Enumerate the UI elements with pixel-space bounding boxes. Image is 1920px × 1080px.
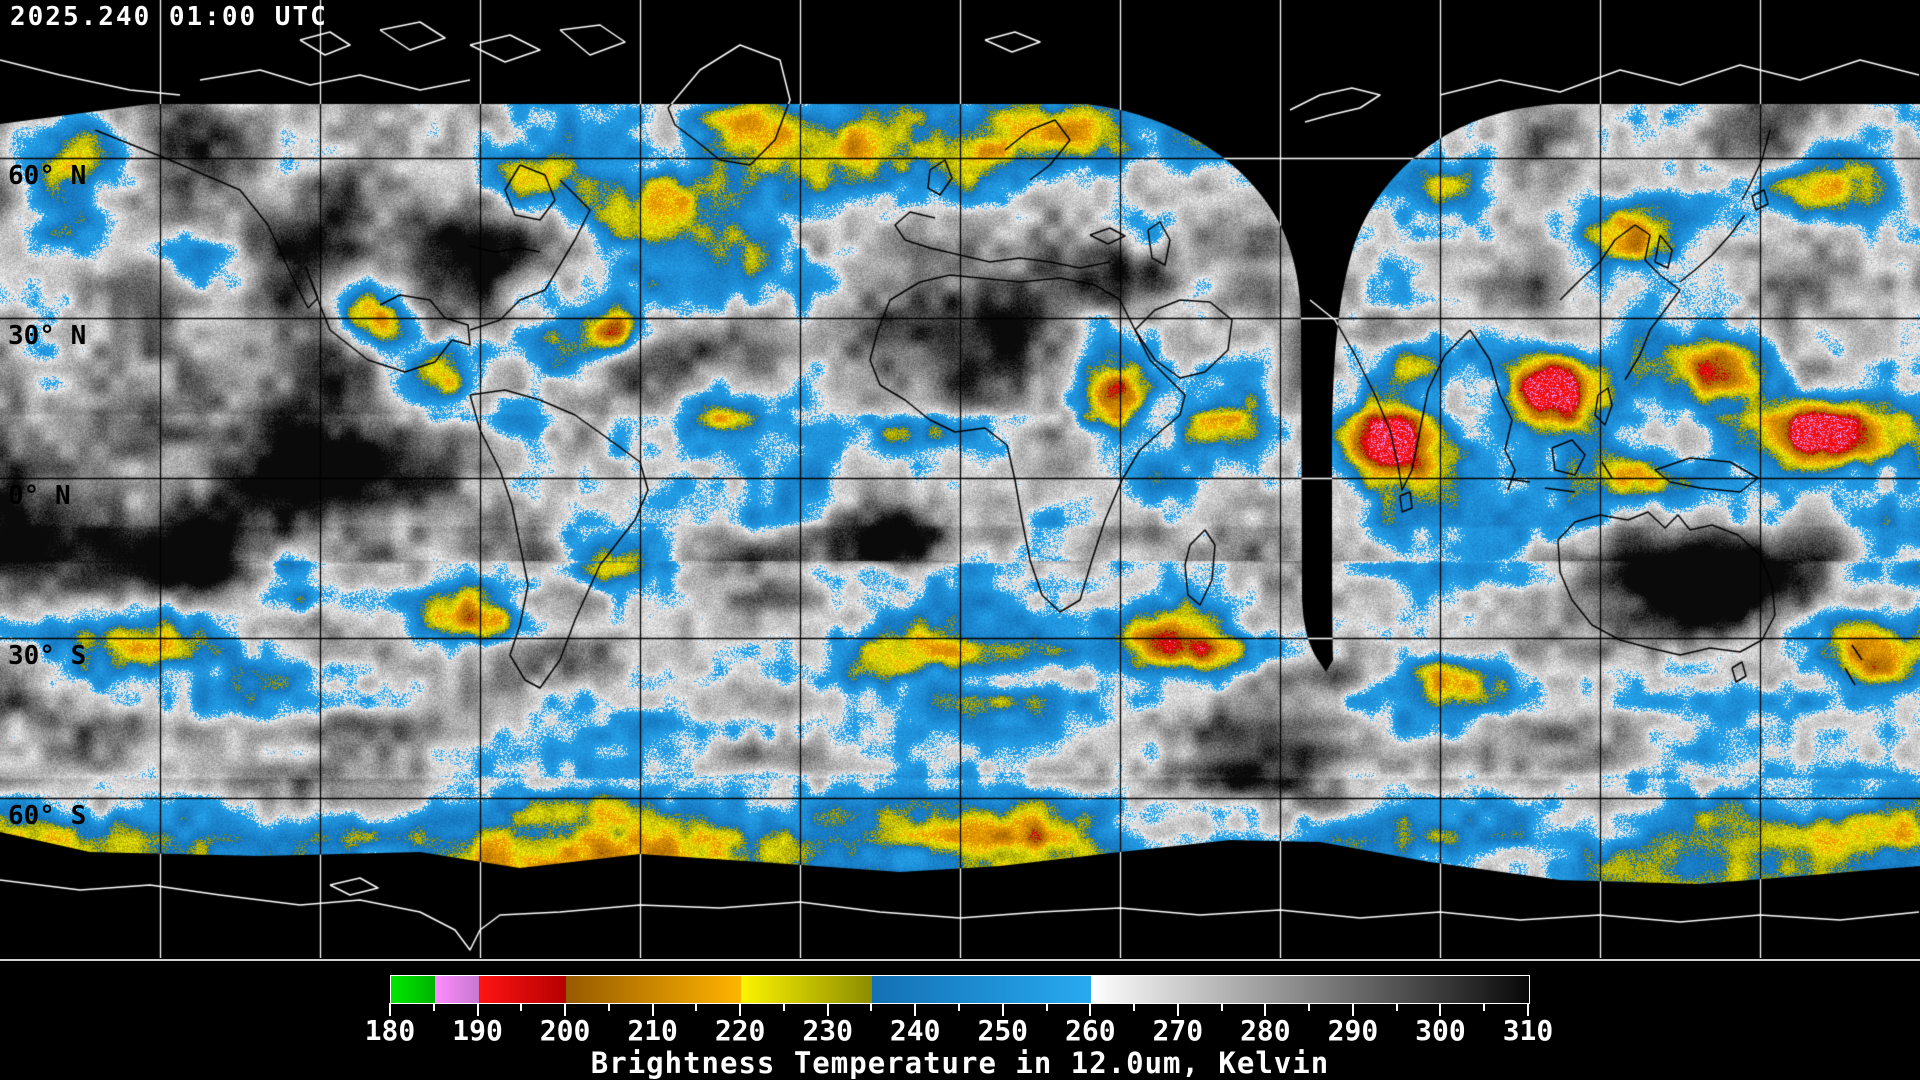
colorbar-minor-tick	[958, 1003, 960, 1011]
colorbar-segment-yellow	[741, 976, 873, 1003]
colorbar-tick-label: 220	[714, 1014, 766, 1047]
satellite-imagery-canvas	[0, 0, 1920, 958]
colorbar-tick-label: 230	[802, 1014, 853, 1047]
colorbar-tick-label: 190	[452, 1014, 503, 1047]
colorbar-caption: Brightness Temperature in 12.0um, Kelvin	[590, 1046, 1330, 1080]
colorbar-major-tick	[1001, 1003, 1004, 1016]
colorbar-major-tick	[739, 1003, 742, 1016]
colorbar-minor-tick	[870, 1003, 873, 1011]
colorbar-tick-label: 270	[1152, 1014, 1204, 1047]
colorbar-tick-label: 210	[627, 1014, 678, 1047]
map-bottom-border	[0, 959, 1920, 961]
colorbar-minor-tick	[1045, 1003, 1048, 1011]
colorbar-segment-orange	[566, 976, 742, 1003]
colorbar-minor-tick	[1133, 1003, 1136, 1011]
colorbar-minor-tick	[432, 1003, 435, 1011]
colorbar-tick-label: 310	[1502, 1014, 1554, 1047]
colorbar-major-tick	[1089, 1003, 1092, 1016]
colorbar-segment-blue	[872, 976, 1092, 1003]
colorbar-major-tick	[1439, 1003, 1442, 1016]
colorbar-major-tick	[389, 1003, 391, 1016]
colorbar-segment-red	[478, 976, 567, 1003]
colorbar-tick-label: 250	[977, 1014, 1029, 1047]
colorbar-tick-label: 290	[1327, 1014, 1379, 1047]
colorbar-major-tick	[476, 1003, 479, 1016]
colorbar	[390, 975, 1530, 1004]
colorbar-minor-tick	[1483, 1003, 1486, 1011]
colorbar-minor-tick	[695, 1003, 698, 1011]
latitude-label: 60° N	[8, 161, 87, 191]
colorbar-major-tick	[564, 1003, 567, 1016]
colorbar-tick-label: 260	[1065, 1014, 1116, 1047]
colorbar-major-tick	[1176, 1003, 1179, 1016]
colorbar-segment-grayscale	[1091, 976, 1529, 1003]
colorbar-major-tick	[1527, 1003, 1529, 1016]
latitude-label: 60° S	[8, 801, 87, 831]
colorbar-tick-label: 200	[539, 1014, 591, 1047]
latitude-label: 30° N	[8, 321, 87, 351]
colorbar-tick-label: 180	[364, 1014, 416, 1047]
timestamp-label: 2025.240 01:00 UTC	[10, 2, 328, 32]
colorbar-minor-tick	[1220, 1003, 1223, 1011]
colorbar-minor-tick	[607, 1003, 610, 1011]
colorbar-major-tick	[1264, 1003, 1267, 1016]
latitude-label: 0° N	[8, 481, 71, 511]
colorbar-tick-label: 300	[1415, 1014, 1466, 1047]
colorbar-major-tick	[914, 1003, 917, 1016]
colorbar-major-tick	[826, 1003, 829, 1016]
colorbar-minor-tick	[1395, 1003, 1398, 1011]
colorbar-minor-tick	[1308, 1003, 1311, 1011]
latitude-label: 30° S	[8, 641, 87, 671]
colorbar-tick-label: 240	[889, 1014, 941, 1047]
colorbar-minor-tick	[782, 1003, 785, 1011]
colorbar-major-tick	[1351, 1003, 1354, 1016]
colorbar-segment-green	[391, 976, 435, 1003]
colorbar-tick-label: 280	[1240, 1014, 1291, 1047]
colorbar-segment-violet	[434, 976, 479, 1003]
colorbar-minor-tick	[520, 1003, 523, 1011]
colorbar-major-tick	[651, 1003, 654, 1016]
